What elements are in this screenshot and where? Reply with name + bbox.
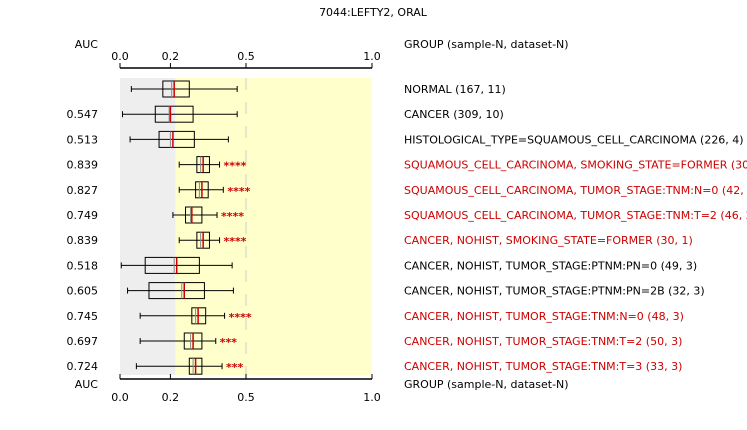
- bottom-tick-label: 0.5: [237, 391, 255, 404]
- auc-value: 0.724: [67, 360, 99, 373]
- top-tick-label: 1.0: [363, 50, 381, 63]
- top-tick-label: 0.5: [237, 50, 255, 63]
- iqr-box: [162, 80, 190, 98]
- group-row: 0.745 **** CANCER, NOHIST, TUMOR_STAGE:TNM…: [67, 307, 684, 325]
- auc-value: 0.827: [67, 184, 99, 197]
- auc-value: 0.518: [67, 259, 99, 272]
- group-header-top: GROUP (sample-N, dataset-N): [404, 38, 569, 51]
- significance-stars: ***: [226, 361, 244, 374]
- group-rows: NORMAL (167, 11)0.547 CANCER (309, 10)0.5…: [67, 80, 747, 375]
- top-axis: 0.0 0.2 0.5 1.0: [111, 50, 381, 69]
- significance-stars: ****: [229, 311, 252, 324]
- auc-value: 0.749: [67, 209, 99, 222]
- auc-value: 0.697: [67, 335, 99, 348]
- plot-background: [120, 78, 372, 375]
- group-header-bottom: GROUP (sample-N, dataset-N): [404, 378, 569, 391]
- group-label: CANCER, NOHIST, TUMOR_STAGE:PTNM:PN=2B (…: [404, 285, 705, 298]
- auc-header-bottom: AUC: [75, 378, 99, 391]
- significance-stars: ****: [227, 185, 250, 198]
- group-row: 0.839 **** CANCER, NOHIST, SMOKING_STATE=F…: [67, 231, 693, 249]
- significance-stars: ****: [221, 210, 244, 223]
- group-label: SQUAMOUS_CELL_CARCINOMA, TUMOR_STAGE:TNM…: [404, 209, 747, 222]
- iqr-box: [148, 282, 205, 300]
- group-label: HISTOLOGICAL_TYPE=SQUAMOUS_CELL_CARCINOM…: [404, 133, 744, 146]
- chart-title: 7044:LEFTY2, ORAL: [319, 6, 428, 19]
- group-row: 0.839 **** SQUAMOUS_CELL_CARCINOMA, SMOKIN…: [67, 156, 747, 174]
- iqr-box: [185, 206, 203, 224]
- group-row: 0.605 CANCER, NOHIST, TUMOR_STAGE:PTNM:PN…: [67, 282, 705, 300]
- group-label: SQUAMOUS_CELL_CARCINOMA, TUMOR_STAGE:TNM…: [404, 184, 747, 197]
- auc-value: 0.839: [67, 159, 99, 172]
- group-label: SQUAMOUS_CELL_CARCINOMA, SMOKING_STATE=F…: [404, 159, 747, 172]
- top-tick-label: 0.2: [162, 50, 180, 63]
- auc-header-top: AUC: [75, 38, 99, 51]
- auc-value: 0.745: [67, 310, 99, 323]
- auc-value: 0.547: [67, 108, 99, 121]
- significance-stars: ****: [224, 160, 247, 173]
- group-row: 0.724 *** CANCER, NOHIST, TUMOR_STAGE:TNM:…: [67, 357, 682, 375]
- significance-stars: ***: [220, 336, 238, 349]
- group-row: NORMAL (167, 11): [130, 80, 506, 98]
- group-row: 0.513 HISTOLOGICAL_TYPE=SQUAMOUS_CELL_CAR…: [67, 130, 744, 148]
- group-row: 0.827 **** SQUAMOUS_CELL_CARCINOMA, TUMOR_…: [67, 181, 747, 199]
- group-row: 0.547 CANCER (309, 10): [67, 105, 504, 123]
- significance-stars: ****: [224, 235, 247, 248]
- group-row: 0.749 **** SQUAMOUS_CELL_CARCINOMA, TUMOR_…: [67, 206, 747, 224]
- bottom-tick-label: 0.2: [162, 391, 180, 404]
- auc-value: 0.839: [67, 234, 99, 247]
- bottom-tick-label: 1.0: [363, 391, 381, 404]
- group-label: CANCER, NOHIST, TUMOR_STAGE:TNM:N=0 (48,…: [404, 310, 684, 323]
- iqr-box: [158, 130, 195, 148]
- group-label: CANCER, NOHIST, TUMOR_STAGE:TNM:T=2 (50,…: [404, 335, 682, 348]
- group-row: 0.697 *** CANCER, NOHIST, TUMOR_STAGE:TNM:…: [67, 332, 682, 350]
- group-row: 0.518 CANCER, NOHIST, TUMOR_STAGE:PTNM:PN…: [67, 256, 697, 274]
- top-tick-label: 0.0: [111, 50, 129, 63]
- background-band-0: [120, 78, 176, 375]
- background-band-1: [175, 78, 372, 375]
- bottom-tick-label: 0.0: [111, 391, 129, 404]
- bottom-axis: 0.0 0.2 0.5 1.0: [111, 374, 381, 404]
- iqr-box: [154, 105, 194, 123]
- auc-value: 0.605: [67, 285, 99, 298]
- auc-value: 0.513: [67, 133, 99, 146]
- group-label: CANCER, NOHIST, SMOKING_STATE=FORMER (30…: [404, 234, 693, 247]
- group-label: CANCER, NOHIST, TUMOR_STAGE:PTNM:PN=0 (4…: [404, 259, 697, 272]
- group-label: CANCER (309, 10): [404, 108, 504, 121]
- iqr-box: [144, 256, 200, 274]
- group-label: NORMAL (167, 11): [404, 83, 506, 96]
- group-label: CANCER, NOHIST, TUMOR_STAGE:TNM:T=3 (33,…: [404, 360, 682, 373]
